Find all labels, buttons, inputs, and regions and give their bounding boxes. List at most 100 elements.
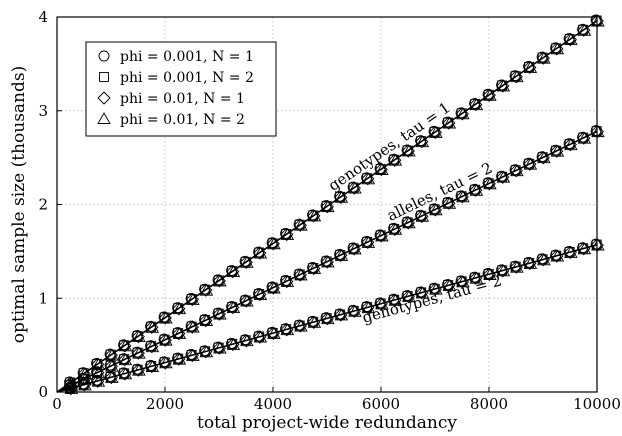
marker-triangle: [91, 374, 106, 387]
marker-triangle: [240, 255, 254, 268]
marker-triangle: [91, 366, 106, 379]
marker-triangle: [537, 151, 551, 164]
marker-triangle: [361, 235, 376, 248]
marker-diamond: [469, 97, 483, 112]
marker-triangle: [564, 33, 578, 46]
marker-diamond: [563, 32, 577, 47]
marker-diamond: [482, 267, 496, 282]
marker-diamond: [320, 312, 334, 326]
marker-triangle: [280, 323, 295, 336]
marker-diamond: [185, 292, 199, 307]
marker-diamond: [239, 255, 253, 269]
marker-triangle: [253, 288, 268, 300]
marker-triangle: [442, 116, 457, 129]
marker-triangle: [496, 264, 511, 277]
marker-diamond: [550, 42, 564, 56]
marker-diamond: [91, 374, 105, 388]
marker-diamond: [172, 302, 186, 316]
marker-diamond: [293, 218, 307, 232]
marker-triangle: [402, 290, 416, 303]
marker-diamond: [212, 341, 226, 355]
marker-diamond: [469, 271, 483, 285]
marker-diamond: [145, 320, 159, 334]
marker-diamond: [131, 346, 145, 360]
marker-diamond: [239, 294, 253, 308]
marker-triangle: [280, 228, 295, 240]
marker-triangle: [577, 131, 592, 144]
marker-diamond: [550, 249, 564, 263]
marker-diamond: [442, 278, 456, 293]
marker-triangle: [523, 157, 538, 170]
marker-triangle: [456, 107, 470, 120]
marker-diamond: [563, 245, 577, 260]
marker-diamond: [226, 264, 240, 279]
marker-triangle: [388, 222, 403, 235]
marker-diamond: [401, 216, 415, 230]
marker-triangle: [591, 238, 605, 251]
marker-triangle: [334, 249, 349, 261]
marker-triangle: [361, 301, 376, 314]
marker-triangle: [429, 125, 443, 138]
legend-box: [85, 41, 277, 137]
marker-diamond: [347, 242, 361, 256]
ticks-group: 0 2000 4000 6000 8000 10000 0 1 2 3 4: [38, 8, 620, 413]
marker-diamond: [347, 181, 361, 195]
marker-triangle: [577, 23, 592, 36]
marker-diamond: [199, 345, 213, 359]
marker-diamond: [91, 357, 105, 372]
marker-triangle: [253, 330, 268, 343]
marker-triangle: [321, 255, 335, 268]
marker-triangle: [186, 349, 200, 361]
marker-diamond: [401, 289, 415, 304]
marker-diamond: [239, 334, 253, 348]
marker-diamond: [293, 268, 307, 282]
marker-triangle: [442, 279, 457, 291]
marker-triangle: [415, 209, 430, 222]
marker-triangle: [294, 319, 308, 332]
marker-triangle: [186, 293, 200, 305]
marker-diamond: [536, 51, 550, 65]
marker-triangle: [307, 262, 322, 274]
marker-triangle: [510, 164, 524, 177]
marker-triangle: [226, 338, 241, 350]
marker-triangle: [429, 282, 443, 295]
legend-label: phi = 0.001, N = 2: [120, 70, 254, 86]
marker-diamond: [131, 363, 145, 377]
marker-triangle: [591, 14, 605, 27]
marker-diamond: [320, 255, 334, 269]
legend-label: phi = 0.001, N = 1: [120, 49, 254, 65]
marker-triangle: [159, 333, 173, 346]
marker-triangle: [510, 70, 524, 83]
marker-triangle: [456, 275, 470, 288]
marker-diamond: [118, 353, 132, 367]
marker-diamond: [334, 248, 348, 263]
marker-triangle: [321, 312, 335, 325]
marker-diamond: [226, 337, 240, 352]
marker-diamond: [307, 315, 321, 329]
y-tick-label: 1: [38, 289, 48, 307]
marker-diamond: [496, 79, 510, 93]
marker-diamond: [563, 138, 577, 152]
marker-diamond: [415, 209, 429, 223]
marker-triangle: [375, 229, 389, 242]
legend-items: phi = 0.001, N = 1 phi = 0.001, N = 2 phi …: [97, 49, 254, 128]
marker-triangle: [64, 382, 79, 395]
marker-diamond: [118, 367, 132, 381]
marker-diamond: [280, 323, 294, 337]
marker-diamond: [577, 242, 591, 256]
marker-triangle: [442, 196, 457, 209]
x-tick-label: 10000: [573, 395, 621, 413]
marker-triangle: [78, 378, 92, 391]
marker-triangle: [172, 302, 187, 315]
marker-triangle: [132, 346, 146, 359]
marker-diamond: [361, 235, 375, 250]
marker-triangle: [267, 237, 281, 250]
marker-diamond: [415, 135, 429, 149]
marker-triangle: [483, 268, 497, 280]
marker-diamond: [253, 287, 267, 302]
marker-triangle: [267, 326, 281, 339]
marker-diamond: [523, 157, 537, 171]
marker-diamond: [442, 116, 456, 130]
marker-triangle: [375, 297, 389, 310]
